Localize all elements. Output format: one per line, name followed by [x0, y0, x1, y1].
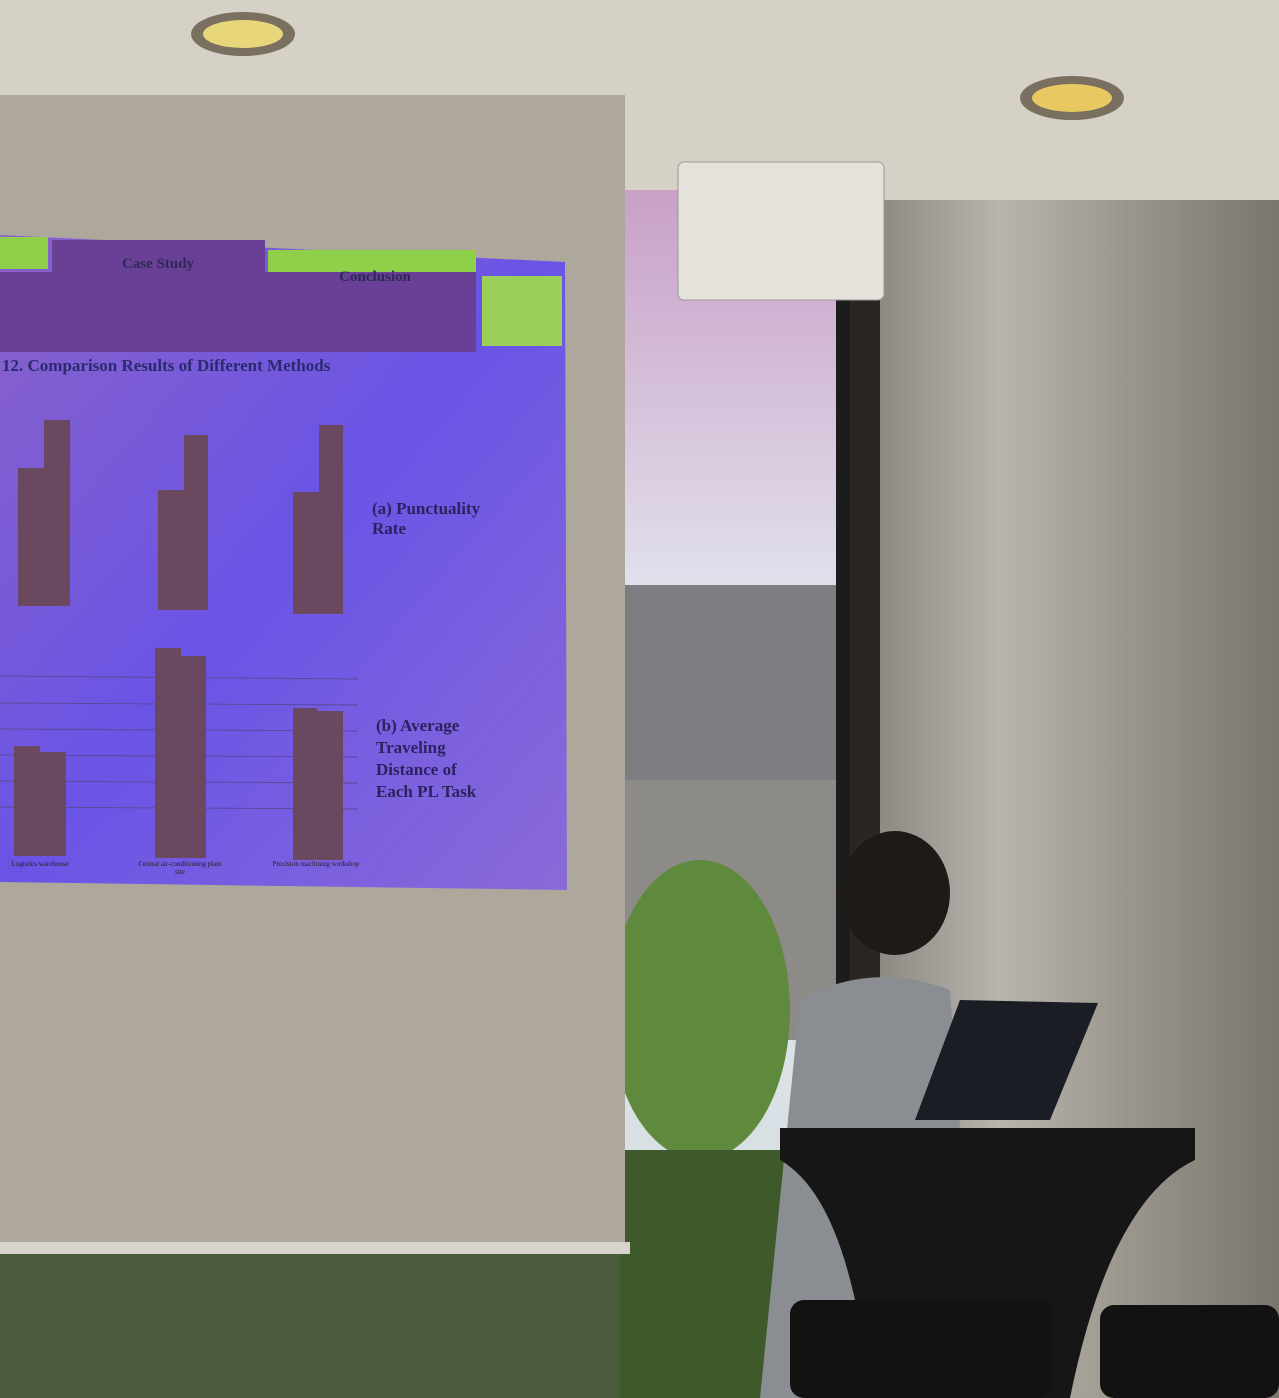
slide-logo — [482, 276, 562, 346]
slide-text: Logistics warehouse — [11, 860, 68, 868]
slide — [0, 235, 567, 890]
speaker — [677, 161, 885, 301]
panel-b-label: (b) Average Traveling Distance of Each PL T… — [376, 716, 477, 801]
screen-bar — [0, 1242, 630, 1254]
ceiling-light — [203, 20, 283, 48]
slide-banner — [0, 272, 476, 352]
panel-a-bars — [18, 420, 343, 614]
slide-text: Each PL Task — [376, 782, 477, 801]
laptop — [915, 1000, 1098, 1120]
slide-text: Distance of — [376, 760, 457, 779]
ceiling-light — [1032, 84, 1112, 112]
slide-text: Traveling — [376, 738, 446, 757]
panel-b-bars — [14, 648, 343, 860]
category-labels: Logistics warehouse Central air-condition… — [11, 860, 360, 876]
slide-heading: 12. Comparison Results of Different Meth… — [2, 356, 331, 375]
mural-building — [612, 585, 842, 785]
slide-tab — [0, 237, 48, 269]
slide-text: (b) Average — [376, 716, 460, 735]
slide-text: Rate — [372, 519, 406, 538]
chair — [1100, 1305, 1279, 1398]
chair — [790, 1300, 1052, 1398]
slide-text: Central air-conditioning plant — [138, 860, 221, 868]
tree — [610, 860, 790, 1160]
slide-text: site — [175, 868, 185, 876]
slide-text: Precision machining workshop — [273, 860, 360, 868]
slide-tab-label: Conclusion — [339, 269, 411, 285]
slide-tab — [52, 240, 265, 276]
slide-tab-label: Case Study — [122, 256, 195, 272]
slide-text: (a) Punctuality — [372, 499, 481, 518]
presenter-head — [840, 831, 950, 955]
garden — [0, 1250, 620, 1398]
